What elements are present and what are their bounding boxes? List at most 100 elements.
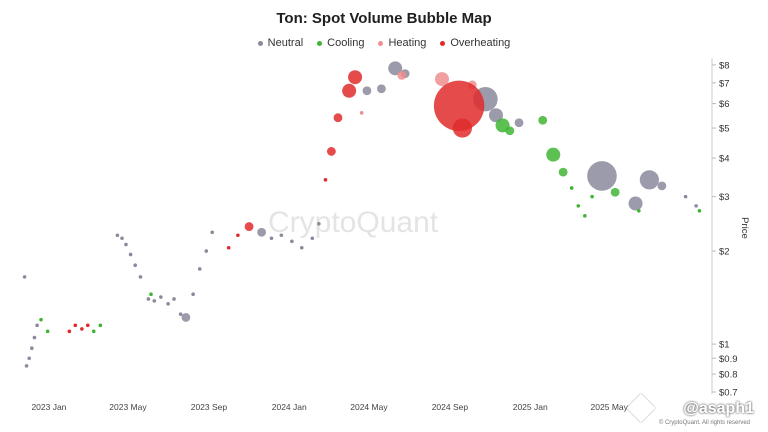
- data-point-overheating[interactable]: [323, 178, 328, 182]
- data-point-overheating[interactable]: [342, 83, 357, 98]
- data-point-cooling[interactable]: [637, 208, 641, 213]
- data-point-cooling[interactable]: [590, 194, 594, 199]
- x-tick-label: 2023 Jan: [31, 402, 66, 412]
- data-point-cooling[interactable]: [576, 204, 581, 208]
- data-point-overheating[interactable]: [80, 327, 84, 331]
- x-tick-label: 2023 May: [109, 402, 147, 412]
- data-point-neutral[interactable]: [657, 181, 667, 191]
- data-point-neutral[interactable]: [32, 335, 37, 340]
- data-point-neutral[interactable]: [488, 108, 503, 123]
- data-point-cooling[interactable]: [39, 317, 43, 322]
- data-point-neutral[interactable]: [191, 292, 195, 297]
- data-point-cooling[interactable]: [610, 187, 620, 197]
- data-point-neutral[interactable]: [172, 297, 176, 301]
- data-point-neutral[interactable]: [362, 86, 372, 96]
- data-point-heating[interactable]: [359, 111, 364, 115]
- y-tick-label: $6: [719, 99, 730, 110]
- legend-item-heating[interactable]: Heating: [378, 37, 426, 49]
- data-point-neutral[interactable]: [166, 302, 170, 306]
- data-point-overheating[interactable]: [85, 323, 90, 328]
- y-tick-label: $0.8: [719, 370, 738, 381]
- data-point-neutral[interactable]: [24, 364, 29, 368]
- data-point-neutral[interactable]: [159, 295, 163, 299]
- data-point-neutral[interactable]: [388, 61, 403, 76]
- data-point-heating[interactable]: [397, 71, 407, 80]
- data-point-overheating[interactable]: [326, 147, 336, 156]
- data-point-neutral[interactable]: [587, 161, 617, 191]
- data-point-neutral[interactable]: [639, 170, 659, 190]
- data-point-neutral[interactable]: [299, 245, 304, 250]
- data-point-neutral[interactable]: [115, 233, 120, 238]
- legend-dot-icon: [317, 40, 323, 46]
- data-point-overheating[interactable]: [67, 329, 72, 334]
- x-tick-label: 2023 Sep: [191, 402, 228, 412]
- data-point-neutral[interactable]: [27, 356, 31, 361]
- y-tick-label: $5: [719, 124, 730, 135]
- data-point-neutral[interactable]: [181, 313, 191, 322]
- x-tick-label: 2025 May: [591, 402, 629, 412]
- data-point-overheating[interactable]: [348, 70, 363, 85]
- data-point-cooling[interactable]: [45, 329, 50, 334]
- x-tick-label: 2024 Jan: [272, 402, 307, 412]
- data-point-cooling[interactable]: [149, 292, 153, 297]
- data-point-neutral[interactable]: [197, 267, 202, 271]
- legend: Neutral Cooling Heating Overheating: [0, 37, 768, 49]
- data-point-neutral[interactable]: [35, 323, 39, 328]
- data-point-neutral[interactable]: [290, 239, 294, 244]
- data-point-neutral[interactable]: [694, 204, 698, 208]
- x-tick-label: 2025 Jan: [513, 402, 548, 412]
- data-point-neutral[interactable]: [30, 346, 34, 351]
- data-point-overheating[interactable]: [73, 323, 78, 328]
- data-point-overheating[interactable]: [236, 233, 240, 238]
- data-point-cooling[interactable]: [98, 323, 103, 328]
- data-point-neutral[interactable]: [128, 252, 133, 257]
- data-point-neutral[interactable]: [279, 233, 284, 238]
- data-point-neutral[interactable]: [210, 230, 215, 235]
- data-point-overheating[interactable]: [226, 245, 231, 250]
- legend-item-neutral[interactable]: Neutral: [257, 37, 303, 49]
- data-point-neutral[interactable]: [152, 299, 157, 303]
- data-point-cooling[interactable]: [538, 115, 548, 125]
- data-point-overheating[interactable]: [433, 80, 485, 132]
- data-point-neutral[interactable]: [138, 275, 143, 279]
- data-point-neutral[interactable]: [269, 236, 274, 241]
- data-point-neutral[interactable]: [124, 242, 128, 247]
- data-point-neutral[interactable]: [204, 249, 209, 253]
- y-tick-label: $7: [719, 78, 730, 89]
- legend-label: Overheating: [450, 37, 511, 49]
- data-point-neutral[interactable]: [22, 275, 27, 279]
- data-point-neutral[interactable]: [257, 227, 266, 237]
- data-point-cooling[interactable]: [91, 329, 96, 334]
- data-point-neutral[interactable]: [683, 194, 688, 199]
- data-point-cooling[interactable]: [546, 147, 561, 162]
- legend-dot-icon: [440, 40, 446, 46]
- y-tick-label: $1: [719, 340, 730, 351]
- data-point-neutral[interactable]: [317, 222, 321, 226]
- legend-item-cooling[interactable]: Cooling: [317, 37, 364, 49]
- data-point-neutral[interactable]: [120, 236, 124, 241]
- data-point-neutral[interactable]: [310, 236, 315, 241]
- data-point-overheating[interactable]: [244, 222, 254, 231]
- data-point-neutral[interactable]: [377, 84, 386, 94]
- data-point-overheating[interactable]: [452, 118, 473, 138]
- data-point-cooling[interactable]: [558, 167, 568, 177]
- legend-label: Cooling: [327, 37, 365, 49]
- data-point-neutral[interactable]: [133, 263, 137, 268]
- data-point-cooling[interactable]: [505, 126, 515, 136]
- data-point-cooling[interactable]: [583, 214, 587, 218]
- data-point-neutral[interactable]: [178, 312, 183, 316]
- data-point-neutral[interactable]: [146, 297, 151, 301]
- data-point-cooling[interactable]: [569, 186, 574, 190]
- y-tick-label: $0.7: [719, 388, 738, 399]
- legend-item-overheating[interactable]: Overheating: [440, 37, 510, 49]
- copyright: © CryptoQuant. All rights reserved: [658, 420, 750, 426]
- data-point-overheating[interactable]: [333, 113, 343, 123]
- data-point-cooling[interactable]: [697, 208, 702, 213]
- data-point-neutral[interactable]: [628, 196, 643, 211]
- data-point-heating[interactable]: [434, 72, 449, 87]
- y-tick-label: $4: [719, 153, 730, 164]
- data-point-neutral[interactable]: [514, 118, 524, 128]
- signature: @asaph1: [683, 400, 754, 417]
